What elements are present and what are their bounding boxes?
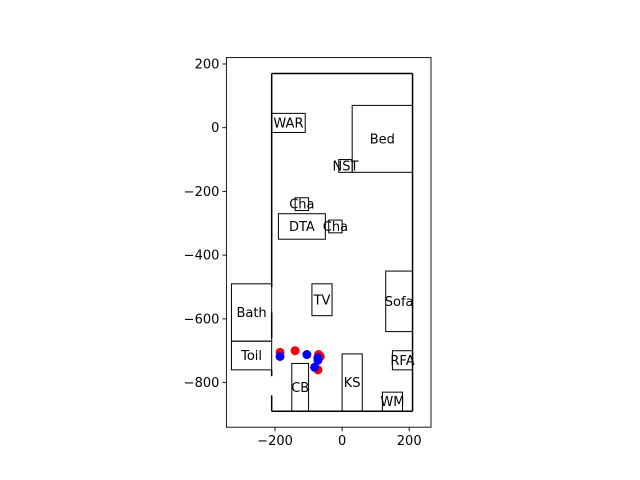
box-label-refrigerator: RFA (390, 354, 414, 369)
box-rect-nightstand (338, 159, 353, 173)
y-tick-label: 200 (195, 57, 220, 72)
x-tick-label: 200 (397, 434, 422, 449)
box-bed: Bed (351, 104, 414, 173)
y-tick-label: −400 (184, 249, 220, 264)
box-rect-bed (351, 104, 414, 173)
box-dining-table: DTA (277, 213, 326, 240)
box-label-wardrobe: WAR (273, 116, 303, 131)
box-rect-washing-machine (381, 391, 403, 412)
box-label-kitchen-sink: KS (344, 376, 361, 391)
box-label-washing-machine: WM (380, 395, 404, 410)
box-label-bath: Bath (236, 306, 266, 321)
point-s1-4 (313, 355, 323, 365)
point-s1-0 (275, 351, 285, 361)
box-chair-1: Cha (289, 197, 315, 213)
box-cupboard: CB (291, 362, 310, 412)
box-wardrobe: WAR (271, 112, 306, 133)
box-label-chair-2: Cha (323, 220, 348, 235)
box-rect-chair-2 (328, 219, 343, 234)
y-axis-ticks: 200 0 −200 −400 −600 −800 (184, 57, 227, 391)
point-s1-1 (302, 350, 312, 360)
box-rect-kitchen-sink (341, 353, 363, 412)
y-tick-label: −800 (184, 376, 220, 391)
box-rect-sofa (385, 270, 414, 333)
box-rect-chair-1 (294, 197, 310, 212)
y-tick-label: 0 (211, 121, 219, 136)
box-label-tv: TV (313, 293, 331, 308)
box-nightstand: NST (333, 159, 359, 174)
box-label-cupboard: CB (291, 381, 309, 396)
x-tick-label: 0 (338, 434, 346, 449)
box-rect-refrigerator (391, 350, 414, 371)
point-s0-1 (290, 346, 300, 356)
box-washing-machine: WM (380, 391, 404, 412)
box-rect-dining-table (277, 213, 326, 240)
point-s1-3 (310, 362, 320, 372)
box-label-toilet: Toil (240, 349, 262, 364)
box-kitchen-sink: KS (341, 353, 363, 412)
box-rect-toilet (230, 340, 273, 371)
box-label-bed: Bed (370, 132, 395, 147)
box-sofa: Sofa (385, 270, 414, 333)
box-label-nightstand: NST (333, 159, 359, 174)
x-tick-label: −200 (257, 434, 293, 449)
box-label-sofa: Sofa (385, 295, 414, 310)
box-label-dining-table: DTA (289, 220, 315, 235)
plot-area-frame (225, 57, 432, 428)
furniture-boxes: WAR Bed NST Cha DTA Cha TV Sofa Bath Toil RFA KS CB W… (230, 104, 415, 412)
box-toilet: Toil (230, 340, 273, 371)
box-rect-wardrobe (271, 112, 306, 133)
box-rect-tv (311, 283, 333, 317)
box-label-chair-1: Cha (289, 198, 314, 213)
box-rect-cupboard (291, 362, 310, 412)
box-refrigerator: RFA (390, 350, 415, 371)
box-chair-2: Cha (323, 219, 348, 235)
x-axis-ticks: −200 0 200 (257, 427, 422, 449)
y-tick-label: −200 (184, 185, 220, 200)
data-points (275, 346, 325, 375)
box-tv: TV (311, 283, 333, 317)
y-tick-label: −600 (184, 312, 220, 327)
